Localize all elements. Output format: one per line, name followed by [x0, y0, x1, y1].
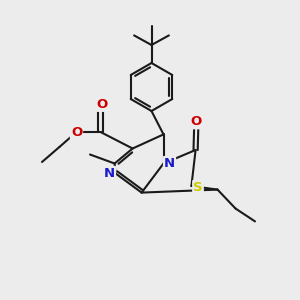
Text: O: O	[71, 125, 82, 139]
Text: O: O	[190, 115, 202, 128]
Text: N: N	[104, 167, 115, 180]
Text: S: S	[193, 181, 203, 194]
Text: O: O	[96, 98, 107, 111]
Text: N: N	[164, 157, 175, 170]
